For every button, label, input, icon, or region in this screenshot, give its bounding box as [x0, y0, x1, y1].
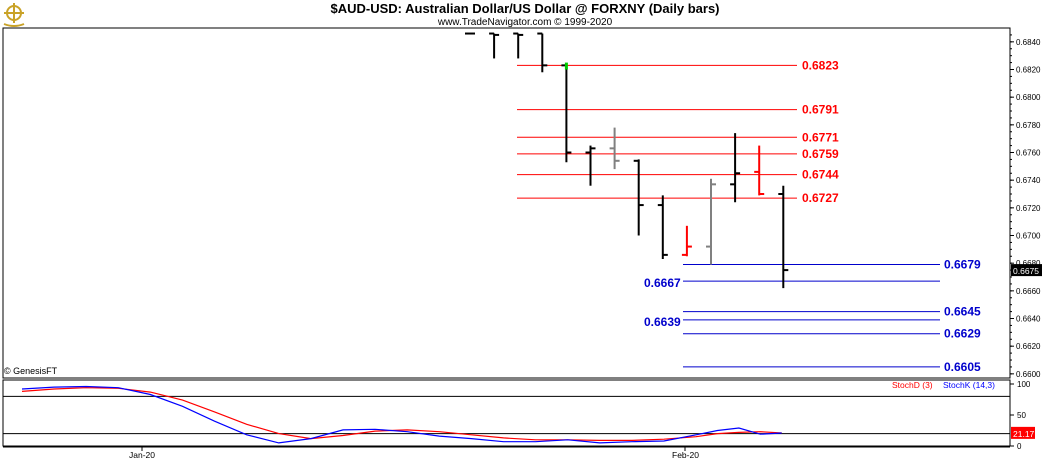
price-tick-label: 0.6800: [1016, 93, 1041, 102]
resistance-label: 0.6823: [802, 58, 839, 72]
stoch-tick-label: 100: [1017, 380, 1031, 389]
chart-subtitle: www.TradeNavigator.com © 1999-2020: [437, 17, 613, 28]
support-label: 0.6629: [944, 327, 981, 341]
price-tick-label: 0.6740: [1016, 176, 1041, 185]
price-tick-label: 0.6660: [1016, 287, 1041, 296]
chart-title: $AUD-USD: Australian Dollar/US Dollar @ …: [330, 1, 720, 16]
legend-stochk: StochK (14,3): [943, 380, 995, 390]
stoch-value-box: [1011, 426, 1035, 439]
price-panel-frame: [2, 27, 1011, 379]
stoch-value-label: 21.17: [1013, 429, 1035, 439]
stoch-series-line: [21, 387, 782, 441]
price-tick-label: 0.6820: [1016, 66, 1041, 75]
resistance-label: 0.6727: [802, 191, 839, 205]
stoch-series-line: [21, 385, 782, 444]
price-tick-label: 0.6620: [1016, 342, 1041, 351]
support-label: 0.6645: [944, 305, 981, 319]
resistance-label: 0.6791: [802, 103, 839, 117]
support-label: 0.6605: [944, 360, 981, 374]
stoch-tick-label: 50: [1017, 411, 1026, 420]
price-tick-label: 0.6760: [1016, 149, 1041, 158]
last-price-label: 0.6675: [1013, 266, 1039, 276]
stoch-panel-frame: [2, 379, 1011, 447]
price-tick-label: 0.6640: [1016, 315, 1041, 324]
time-tick-label: Jan-20: [129, 450, 155, 460]
price-tick-label: 0.6840: [1016, 38, 1041, 47]
price-tick-label: 0.6600: [1016, 370, 1041, 379]
price-tick-label: 0.6720: [1016, 204, 1041, 213]
support-label: 0.6667: [644, 276, 681, 290]
price-tick-label: 0.6700: [1016, 232, 1041, 241]
support-label: 0.6639: [644, 315, 681, 329]
support-label: 0.6679: [944, 258, 981, 272]
time-tick-label: Feb-20: [672, 450, 699, 460]
ship-helm-icon: [3, 3, 25, 27]
legend-stochd: StochD (3): [892, 380, 933, 390]
copyright-label: © GenesisFT: [4, 366, 58, 376]
resistance-label: 0.6744: [802, 168, 839, 182]
price-tick-label: 0.6780: [1016, 121, 1041, 130]
last-price-box: [1011, 264, 1042, 277]
stoch-tick-label: 0: [1017, 442, 1022, 451]
resistance-label: 0.6771: [802, 130, 839, 144]
price-tick-label: 0.6680: [1016, 259, 1041, 268]
resistance-label: 0.6759: [802, 147, 839, 161]
